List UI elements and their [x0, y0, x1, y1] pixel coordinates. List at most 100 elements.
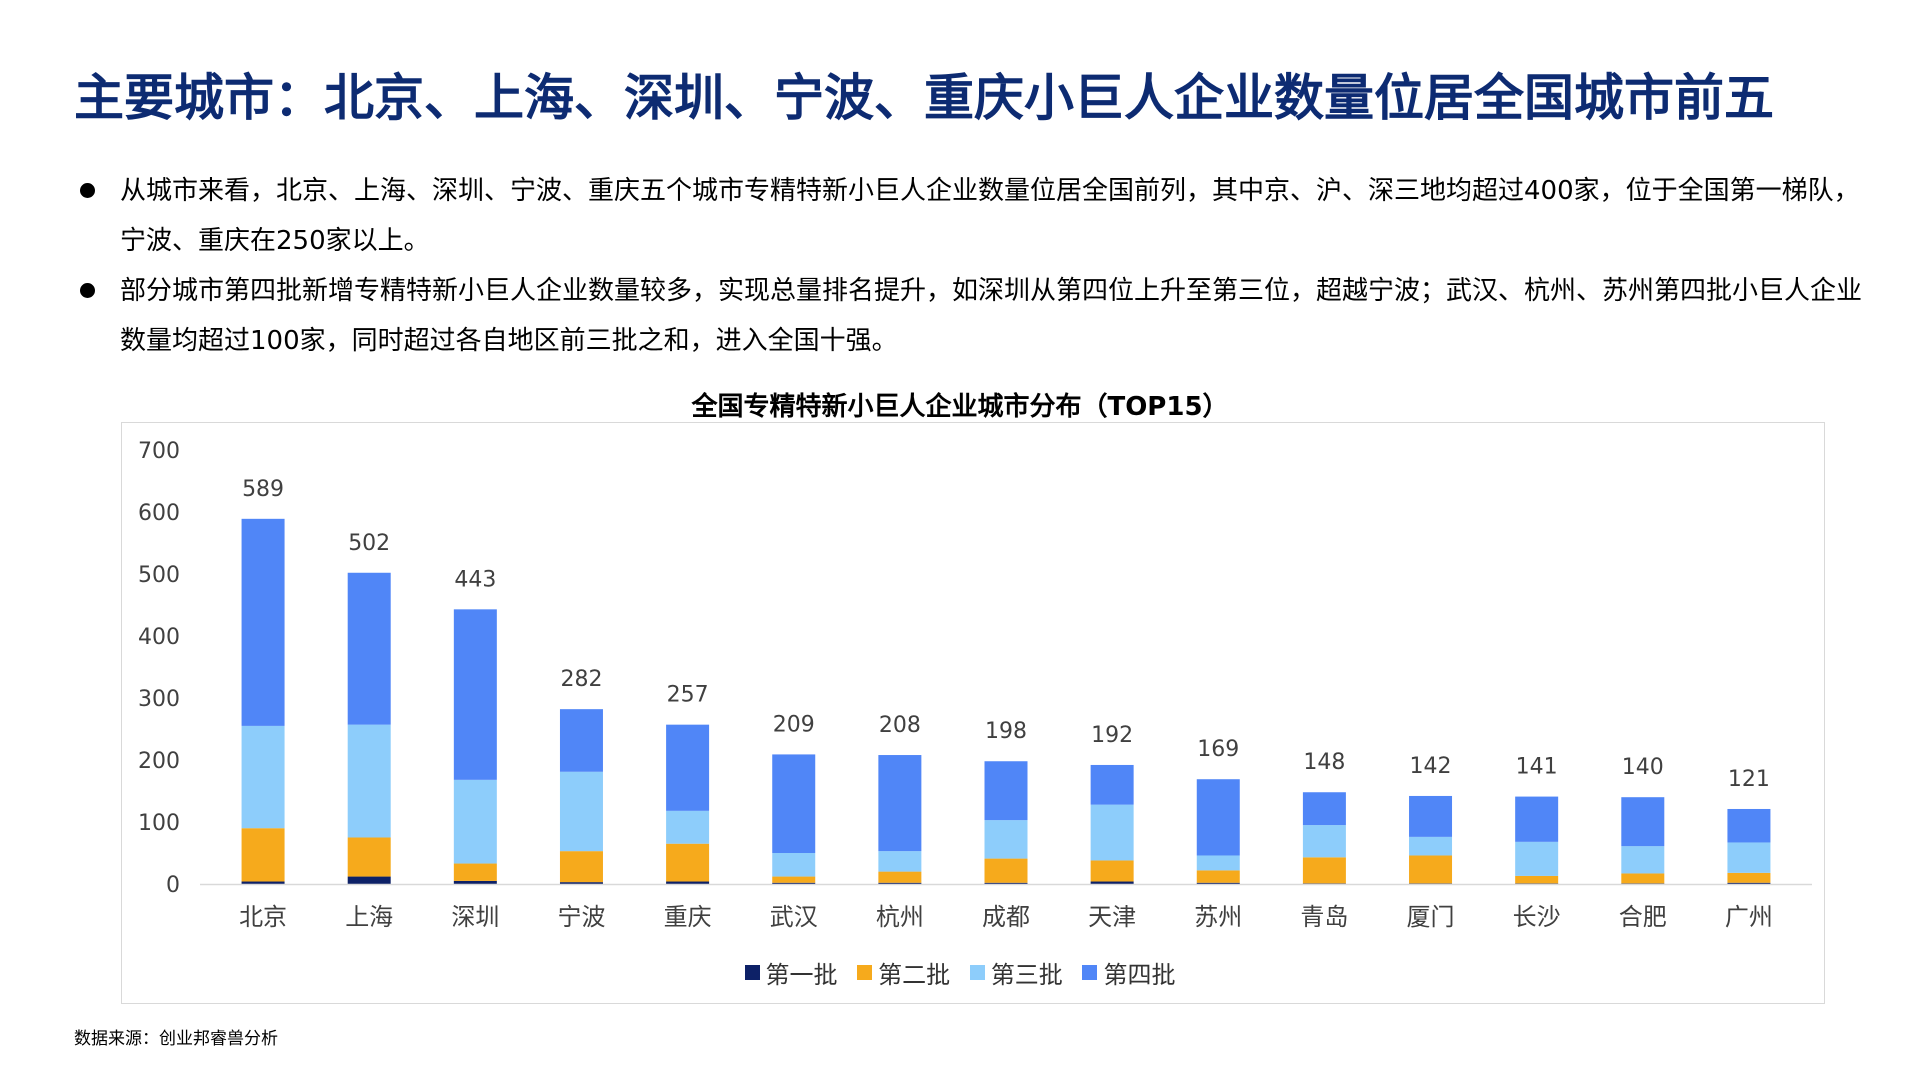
x-tick-label: 北京 [239, 903, 287, 931]
bar-total-label: 502 [348, 531, 390, 556]
bar-segment-series-1 [347, 876, 391, 884]
bar-segment-series-3 [1409, 836, 1453, 856]
y-tick-label: 400 [138, 625, 180, 650]
bar-total-label: 209 [773, 712, 815, 737]
bar-segment-series-4 [1515, 796, 1559, 842]
bar-total-label: 169 [1197, 737, 1239, 762]
x-tick-label: 广州 [1725, 903, 1773, 931]
bar-total-label: 142 [1410, 754, 1452, 779]
bullet-item: 部分城市第四批新增专精特新小巨人企业数量较多，实现总量排名提升，如深圳从第四位上… [74, 266, 1864, 366]
bar-segment-series-3 [984, 820, 1028, 859]
bar-segment-series-1 [1196, 882, 1240, 884]
bar-segment-series-2 [1409, 855, 1453, 884]
bar-total-label: 192 [1091, 723, 1133, 748]
bar-segment-series-1 [559, 882, 603, 884]
y-tick-label: 200 [138, 749, 180, 774]
bar-total-label: 208 [879, 713, 921, 738]
x-tick-label: 成都 [982, 903, 1030, 931]
bar-segment-series-2 [984, 858, 1028, 883]
bar-segment-series-3 [559, 771, 603, 852]
x-tick-label: 上海 [345, 903, 393, 931]
bar-segment-series-3 [878, 851, 922, 872]
bar-segment-series-2 [241, 828, 285, 882]
bar-total-label: 257 [667, 683, 709, 708]
bar-segment-series-1 [984, 882, 1028, 884]
bar-segment-series-3 [1621, 846, 1665, 874]
legend-label: 第三批 [990, 961, 1063, 989]
bar-segment-series-2 [347, 837, 391, 877]
x-tick-label: 深圳 [451, 903, 499, 931]
y-tick-label: 700 [138, 439, 180, 464]
bullet-item: 从城市来看，北京、上海、深圳、宁波、重庆五个城市专精特新小巨人企业数量位居全国前… [74, 166, 1864, 266]
bar-segment-series-4 [984, 761, 1028, 821]
bar-segment-series-1 [772, 882, 816, 884]
bar-total-label: 121 [1728, 767, 1770, 792]
bar-segment-series-1 [1409, 883, 1453, 884]
bar-segment-series-3 [1302, 825, 1346, 858]
bar-segment-series-4 [453, 609, 497, 780]
legend-swatch-series-4 [1082, 965, 1098, 980]
data-source-note: 数据来源：创业邦睿兽分析 [74, 1029, 278, 1049]
legend-item: 第一批 [744, 955, 838, 990]
bullet-list: 从城市来看，北京、上海、深圳、宁波、重庆五个城市专精特新小巨人企业数量位居全国前… [74, 166, 1864, 366]
bar-segment-series-3 [347, 724, 391, 838]
bar-segment-series-3 [1196, 855, 1240, 871]
bar-segment-series-2 [453, 863, 497, 881]
bar-segment-series-4 [559, 709, 603, 772]
bar-total-label: 282 [560, 667, 602, 692]
x-tick-label: 天津 [1088, 903, 1136, 931]
page-title: 主要城市：北京、上海、深圳、宁波、重庆小巨人企业数量位居全国城市前五 [74, 69, 1774, 127]
bar-segment-series-4 [347, 572, 391, 725]
bar-total-label: 141 [1516, 755, 1558, 780]
x-tick-label: 合肥 [1619, 903, 1667, 931]
legend-label: 第一批 [765, 961, 838, 989]
bar-segment-series-4 [1196, 779, 1240, 856]
y-tick-label: 300 [138, 687, 180, 712]
bar-segment-series-4 [666, 724, 710, 811]
x-tick-label: 青岛 [1300, 903, 1348, 931]
bar-segment-series-4 [1621, 797, 1665, 847]
bar-total-label: 140 [1622, 755, 1664, 780]
bar-segment-series-3 [1090, 804, 1134, 861]
bar-total-label: 443 [454, 567, 496, 592]
y-tick-label: 100 [138, 811, 180, 836]
bar-segment-series-4 [1409, 795, 1453, 837]
bullet-dot-icon [80, 283, 95, 298]
y-tick-label: 600 [138, 501, 180, 526]
bar-segment-series-1 [666, 881, 710, 884]
bar-segment-series-1 [1302, 883, 1346, 884]
bar-segment-series-3 [666, 810, 710, 844]
x-tick-label: 长沙 [1513, 903, 1561, 931]
bar-segment-series-1 [1515, 883, 1559, 884]
bar-segment-series-1 [878, 882, 922, 884]
bar-segment-series-1 [1727, 882, 1771, 884]
x-tick-label: 厦门 [1407, 903, 1455, 931]
legend-item: 第三批 [969, 955, 1063, 990]
x-tick-label: 杭州 [876, 903, 924, 931]
chart-title: 全国专精特新小巨人企业城市分布（TOP15） [691, 392, 1229, 422]
stacked-bar-chart: 0 100 200 300 400 500 600 700 589 北京 502 上海 443 深圳 282… [138, 439, 1812, 931]
bar-segment-series-1 [453, 880, 497, 884]
x-tick-label: 宁波 [557, 903, 605, 931]
bar-segment-series-4 [1302, 792, 1346, 826]
legend-swatch-series-3 [969, 965, 985, 980]
bar-segment-series-4 [1727, 808, 1771, 843]
bar-segment-series-4 [1090, 764, 1134, 805]
bar-segment-series-4 [772, 754, 816, 853]
bullet-text: 部分城市第四批新增专精特新小巨人企业数量较多，实现总量排名提升，如深圳从第四位上… [120, 276, 1863, 356]
bullet-text: 从城市来看，北京、上海、深圳、宁波、重庆五个城市专精特新小巨人企业数量位居全国前… [120, 176, 1860, 256]
bar-segment-series-4 [878, 755, 922, 852]
bar-segment-series-2 [1090, 860, 1134, 882]
bar-segment-series-2 [772, 876, 816, 883]
chart-area: 0 100 200 300 400 500 600 700 589 北京 502 上海 443 深圳 282… [121, 422, 1825, 1004]
bar-segment-series-3 [453, 779, 497, 864]
bar-total-label: 589 [242, 477, 284, 502]
legend-swatch-series-1 [744, 965, 760, 980]
legend-label: 第二批 [878, 961, 951, 989]
bar-segment-series-2 [878, 871, 922, 883]
bar-segment-series-1 [241, 881, 285, 884]
legend-item: 第二批 [857, 955, 950, 990]
bar-segment-series-3 [241, 725, 285, 829]
bar-segment-series-3 [1515, 841, 1559, 876]
bar-segment-series-2 [1621, 873, 1665, 884]
